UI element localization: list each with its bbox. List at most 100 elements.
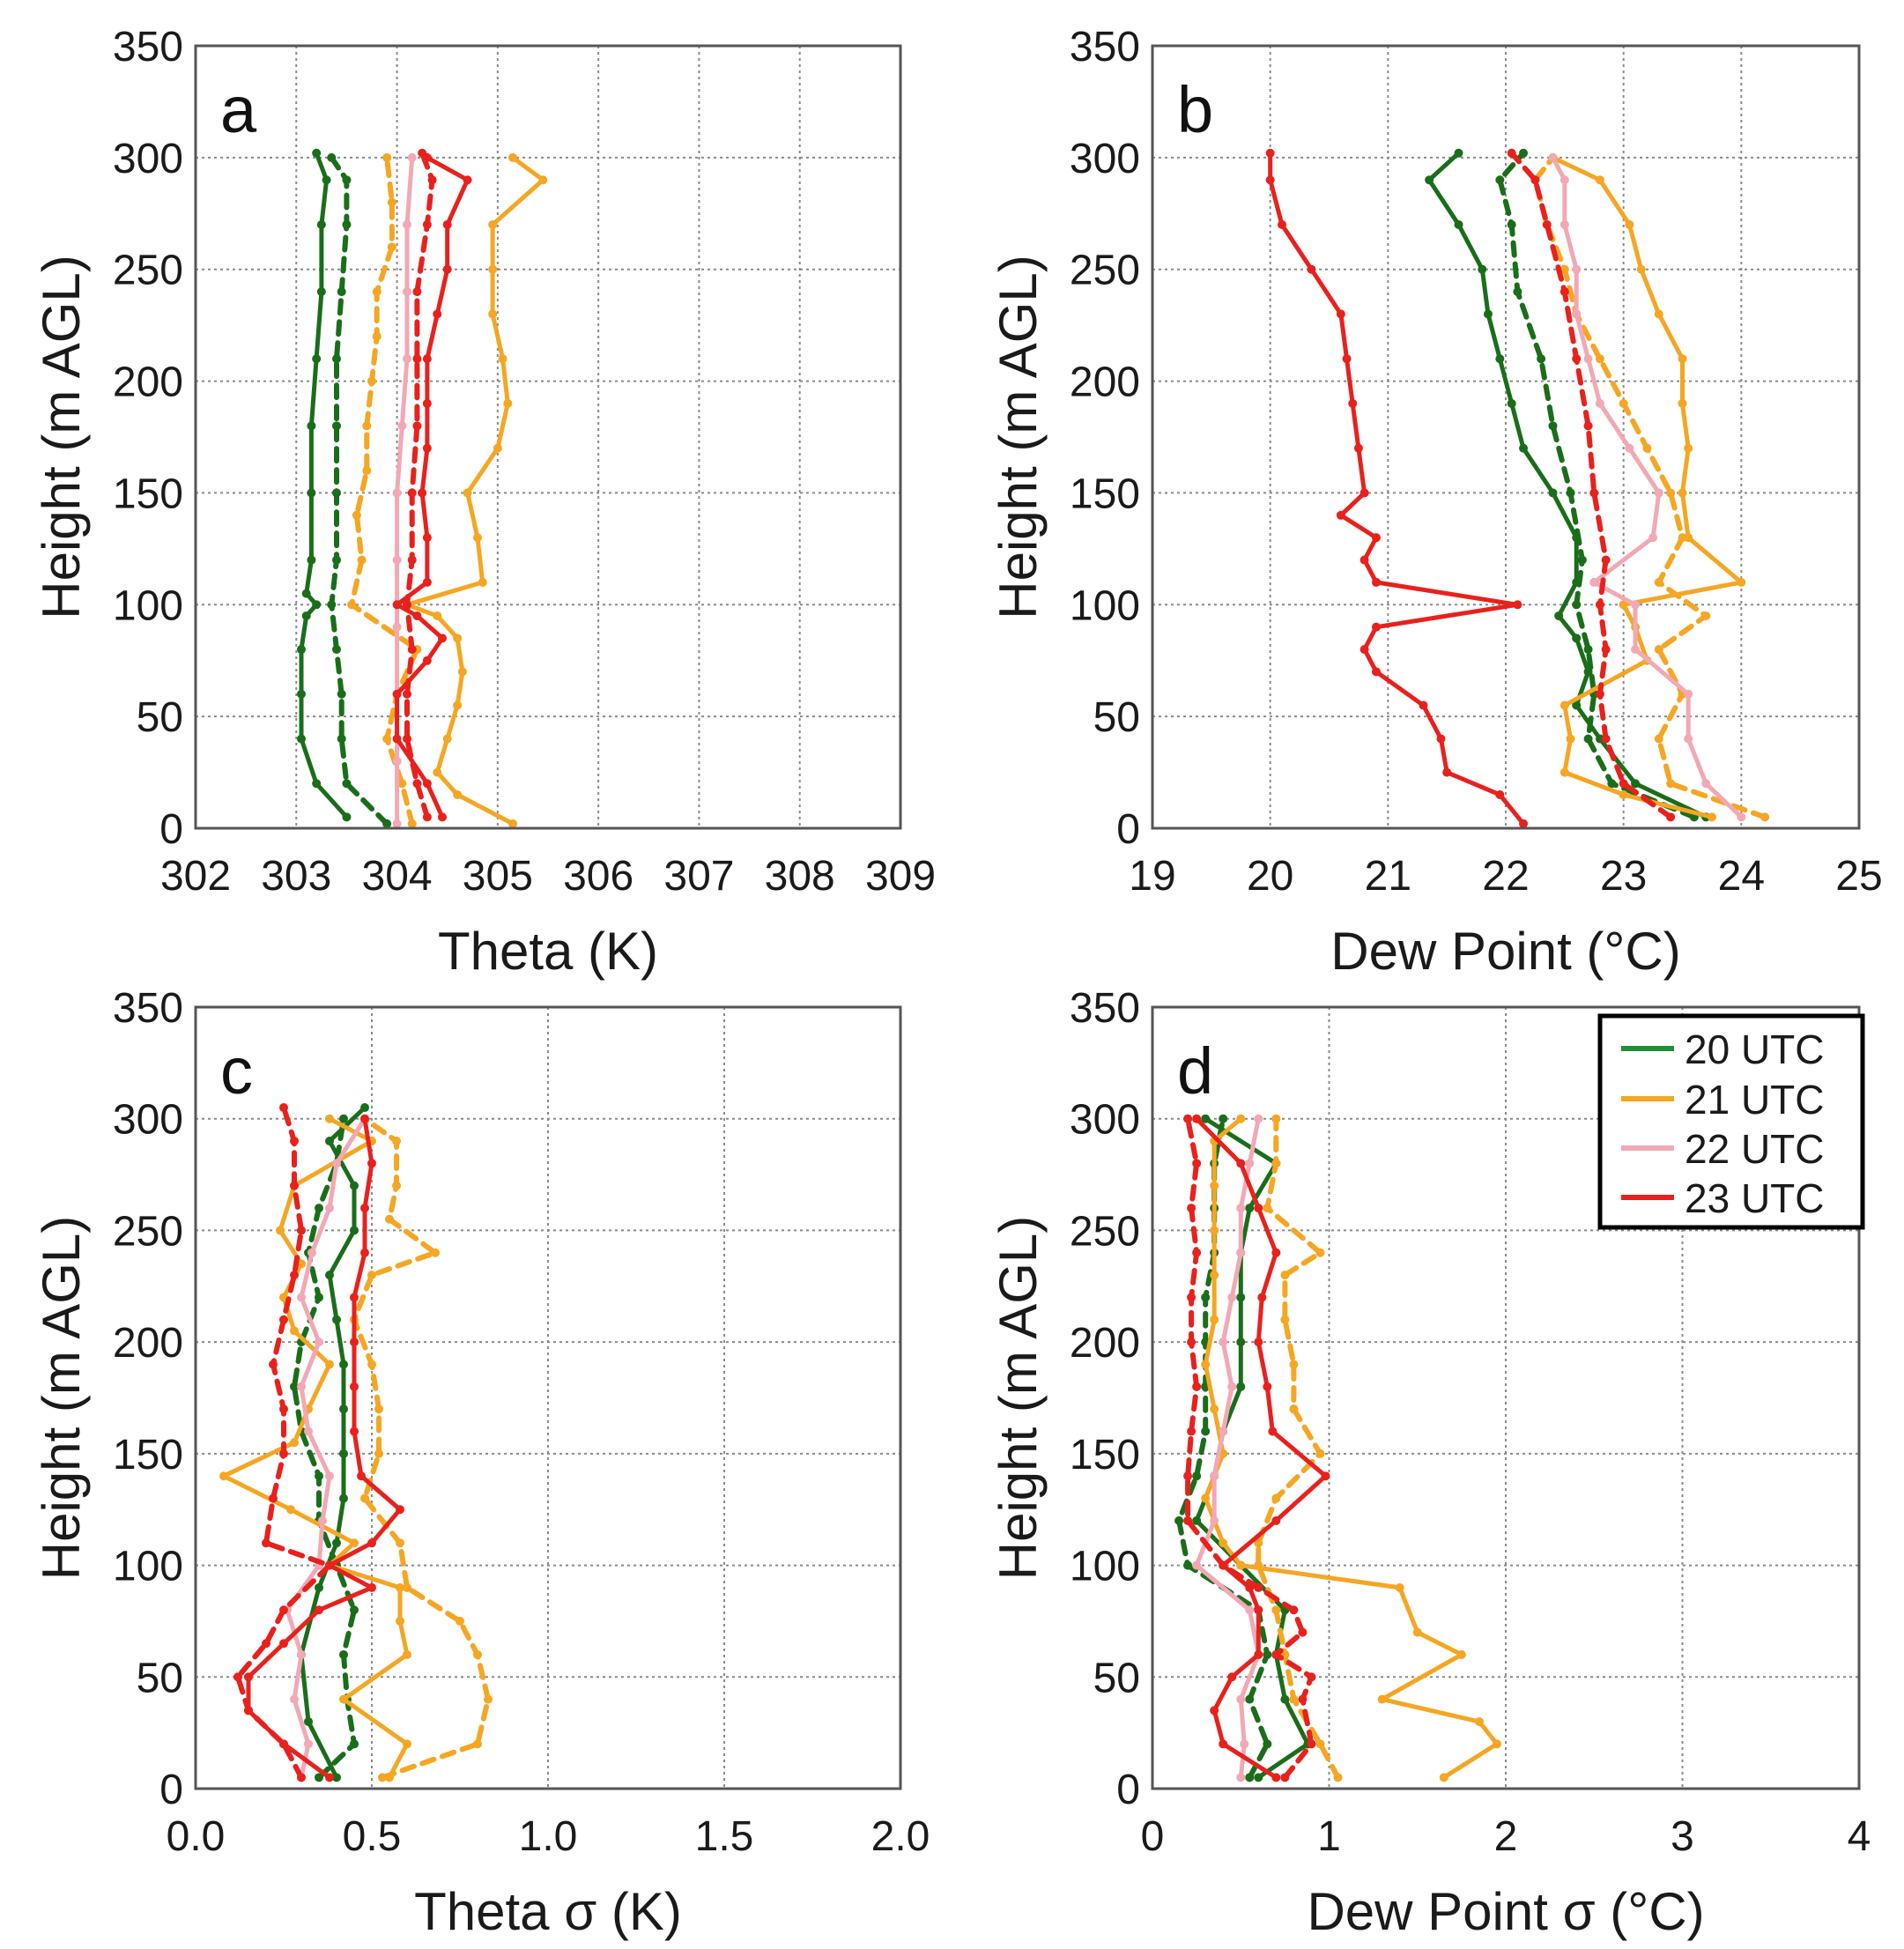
data-point-a-21-utc-solid-3 (442, 734, 452, 744)
data-point-d-20-utc-solid-9 (1236, 1382, 1246, 1391)
data-point-a-20-utc-solid-6 (312, 600, 322, 610)
y-tick-label-c-2: 100 (113, 1544, 183, 1590)
data-point-c-23-utc-dashed-15 (290, 1181, 299, 1190)
y-tick-label-c-4: 200 (113, 1320, 183, 1367)
data-point-b-23-utc-solid-18 (1307, 264, 1316, 274)
data-point-b-21-utc-solid-0 (1707, 812, 1716, 822)
x-axis-label-a: Theta (K) (438, 922, 658, 981)
y-axis-label-d: Height (m AGL) (989, 1216, 1048, 1580)
data-point-d-21-utc-dashed-1 (1315, 1739, 1325, 1749)
data-point-a-23-utc-solid-13 (422, 354, 432, 364)
x-tick-label-a-5: 307 (663, 853, 734, 900)
data-point-d-20-utc-dashed-8 (1201, 1427, 1211, 1436)
series-group-d (1174, 1114, 1501, 1782)
data-point-a-22-utc-solid-10 (407, 152, 417, 162)
data-point-a-21-utc-solid-16 (488, 264, 498, 274)
x-tick-label-a-4: 306 (563, 853, 633, 900)
data-point-a-21-utc-solid-14 (498, 354, 507, 364)
data-point-c-20-utc-solid-11 (350, 1226, 359, 1235)
data-point-c-22-utc-solid-9 (297, 1382, 306, 1391)
legend-item-23-utc: 23 UTC (1621, 1175, 1824, 1221)
data-point-c-23-utc-solid-5 (315, 1605, 323, 1615)
data-point-c-23-utc-dashed-13 (290, 1271, 299, 1280)
data-point-c-23-utc-dashed-10 (279, 1404, 288, 1414)
panel-label-c: c (220, 1034, 253, 1108)
data-point-a-23-utc-solid-7 (392, 600, 402, 610)
data-point-a-21-utc-solid-2 (433, 767, 442, 777)
y-tick-label-d-6: 300 (1070, 1097, 1140, 1144)
data-point-d-23-utc-solid-0 (1271, 1773, 1281, 1782)
series-line-c-23-utc-dashed (235, 1105, 332, 1781)
data-point-d-23-utc-dashed-8 (1219, 1560, 1228, 1570)
data-point-b-21-utc-solid-16 (1625, 219, 1634, 229)
data-point-b-21-utc-dashed-6 (1654, 577, 1663, 587)
data-point-a-23-utc-solid-1 (422, 779, 432, 789)
data-point-c-23-utc-dashed-5 (279, 1605, 288, 1615)
data-point-a-23-utc-dashed-7 (407, 488, 417, 498)
data-point-c-23-utc-solid-17 (367, 1159, 376, 1168)
series-line-c-20-utc-dashed (292, 1115, 357, 1781)
data-point-a-23-utc-dashed-9 (412, 354, 422, 364)
data-point-d-23-utc-solid-12 (1254, 1338, 1263, 1347)
data-point-d-21-utc-dashed-11 (1280, 1315, 1290, 1324)
data-point-b-23-utc-solid-12 (1336, 510, 1345, 520)
legend-item-21-utc: 21 UTC (1621, 1077, 1824, 1123)
data-point-b-23-utc-solid-3 (1436, 734, 1446, 744)
data-point-b-23-utc-dashed-9 (1572, 354, 1582, 364)
data-point-a-20-utc-dashed-3 (337, 689, 346, 699)
plot-frame-d (1151, 1005, 1861, 1790)
data-point-c-20-utc-dashed-15 (339, 1114, 348, 1123)
data-point-c-20-utc-dashed-1 (350, 1739, 359, 1749)
data-point-b-21-utc-dashed-5 (1701, 611, 1711, 620)
data-point-d-23-utc-dashed-7 (1254, 1582, 1263, 1592)
y-tick-label-a-2: 100 (113, 582, 183, 629)
data-point-c-22-utc-solid-10 (315, 1338, 323, 1347)
data-point-a-20-utc-solid-5 (301, 611, 311, 620)
data-point-c-23-utc-dashed-6 (325, 1560, 334, 1570)
data-point-d-21-utc-solid-9 (1201, 1493, 1211, 1503)
data-point-d-20-utc-solid-0 (1254, 1773, 1263, 1782)
x-tick-label-c-0: 0.0 (167, 1813, 226, 1860)
data-point-b-22-utc-solid-6 (1589, 577, 1599, 587)
y-tick-label-d-7: 350 (1070, 985, 1140, 1032)
data-point-c-23-utc-solid-11 (350, 1427, 359, 1436)
data-point-b-20-utc-solid-3 (1572, 700, 1582, 710)
y-tick-label-a-6: 300 (113, 136, 183, 182)
data-point-c-20-utc-solid-3 (315, 1582, 323, 1592)
data-point-c-21-utc-dashed-5 (403, 1582, 411, 1592)
data-point-a-23-utc-solid-5 (438, 634, 447, 643)
data-point-c-21-utc-solid-7 (350, 1538, 359, 1548)
series-group-a (297, 148, 548, 828)
data-point-d-23-utc-dashed-2 (1298, 1694, 1308, 1704)
data-point-a-20-utc-solid-14 (322, 175, 331, 185)
data-point-d-22-utc-solid-9 (1227, 1382, 1237, 1391)
data-point-b-23-utc-solid-6 (1359, 645, 1369, 655)
data-point-a-23-utc-dashed-6 (407, 555, 417, 565)
data-point-d-21-utc-solid-15 (1210, 1226, 1219, 1235)
data-point-b-22-utc-solid-7 (1648, 533, 1658, 543)
data-point-a-20-utc-solid-12 (316, 287, 326, 297)
data-point-b-21-utc-solid-17 (1595, 175, 1604, 185)
data-point-a-20-utc-solid-15 (312, 148, 322, 158)
data-point-d-23-utc-dashed-13 (1187, 1338, 1196, 1347)
data-point-b-21-utc-solid-2 (1560, 767, 1569, 777)
data-point-c-21-utc-solid-5 (396, 1582, 404, 1592)
data-point-b-22-utc-solid-10 (1595, 398, 1604, 408)
data-point-d-23-utc-solid-3 (1227, 1672, 1237, 1682)
data-point-a-21-utc-dashed-10 (367, 376, 376, 386)
x-axis-label-d: Dew Point σ (°C) (1307, 1882, 1704, 1941)
data-point-b-22-utc-solid-11 (1583, 354, 1593, 364)
data-point-a-20-utc-solid-0 (342, 812, 352, 822)
data-point-c-20-utc-solid-4 (332, 1538, 341, 1548)
y-tick-label-a-3: 150 (113, 471, 183, 517)
data-point-b-23-utc-solid-8 (1513, 600, 1522, 610)
data-point-c-20-utc-solid-1 (304, 1716, 313, 1726)
data-point-d-23-utc-dashed-9 (1183, 1515, 1193, 1525)
data-point-d-22-utc-solid-4 (1245, 1605, 1255, 1615)
data-point-a-20-utc-solid-11 (312, 354, 322, 364)
data-point-a-23-utc-dashed-10 (412, 287, 422, 297)
data-point-d-21-utc-dashed-5 (1254, 1560, 1263, 1570)
data-point-c-23-utc-solid-12 (350, 1382, 359, 1391)
x-tick-label-a-0: 302 (160, 853, 231, 900)
data-point-b-23-utc-dashed-11 (1542, 219, 1552, 229)
